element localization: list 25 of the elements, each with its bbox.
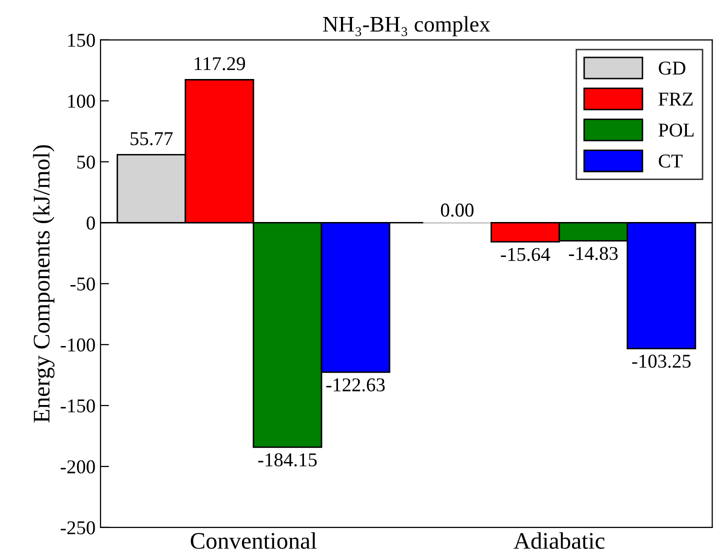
y-tick-label: -100 xyxy=(60,338,95,352)
data-label: -15.64 xyxy=(500,248,550,262)
y-axis-title: Energy Components (kJ/mol) xyxy=(32,145,54,422)
y-tick-label: 150 xyxy=(68,34,95,47)
x-tick-label: Conventional xyxy=(190,532,317,549)
data-label: 117.29 xyxy=(194,57,245,70)
data-label: 55.77 xyxy=(130,132,173,146)
y-tick-label: -250 xyxy=(60,521,95,534)
y-tick-label: 0 xyxy=(86,216,95,230)
legend-label: POL xyxy=(658,124,694,137)
data-label: -103.25 xyxy=(632,354,691,368)
legend-label: FRZ xyxy=(658,92,693,106)
data-label: -14.83 xyxy=(568,246,618,260)
y-tick-label: -150 xyxy=(60,399,95,412)
data-label: -184.15 xyxy=(258,453,317,466)
legend-label: CT xyxy=(658,154,683,168)
y-tick-label: -50 xyxy=(70,277,95,291)
y-tick-label: -200 xyxy=(60,460,95,474)
data-label: 0.00 xyxy=(440,204,474,217)
x-tick-label: Adiabatic xyxy=(514,532,604,549)
legend-label: GD xyxy=(658,62,686,75)
y-tick-label: 100 xyxy=(68,94,95,108)
data-label: -122.63 xyxy=(326,378,385,392)
chart-title: NH₃-BH₃ complex xyxy=(323,16,490,36)
y-tick-label: 50 xyxy=(77,156,95,169)
